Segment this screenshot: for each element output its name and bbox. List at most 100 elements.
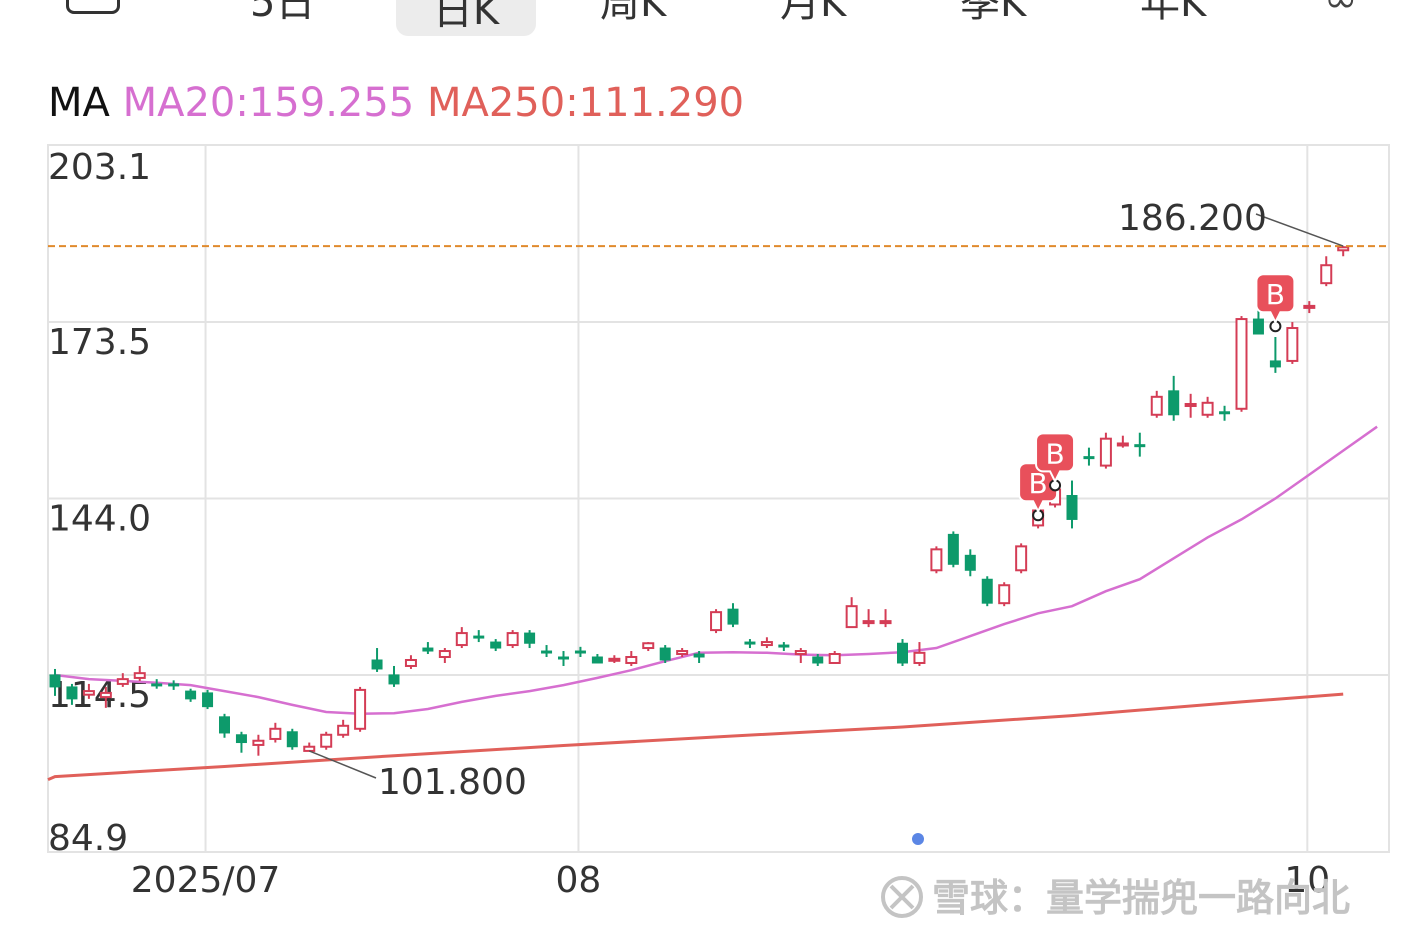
candle-body-up [1337, 246, 1350, 252]
candle-body-down [422, 647, 434, 652]
buy-marker: B [1018, 462, 1059, 522]
buy-marker-label: B [1028, 467, 1047, 500]
candle-body-down [473, 635, 485, 639]
candle-body-up [913, 651, 926, 664]
ma250-line-layer [47, 692, 1344, 781]
candle-body-up [794, 650, 807, 656]
high-annotation-leader [1255, 213, 1344, 247]
candle-body-up [1150, 395, 1163, 416]
crosshair-dot [912, 833, 924, 845]
candle-body-up [337, 724, 350, 736]
buy-marker: B [1035, 432, 1076, 492]
candle-body-down [371, 659, 383, 670]
buy-markers-layer: BBB [1018, 273, 1296, 522]
ma-legend: MA MA20:159.255 MA250:111.290 [48, 80, 744, 126]
candle-body-down [659, 647, 671, 661]
tab-quarterly-k[interactable]: 季K [960, 0, 1027, 26]
candle-body-up [1201, 401, 1214, 416]
candle-body-up [828, 653, 841, 664]
ma20-line-layer [54, 425, 1378, 716]
candle-body-down [981, 578, 993, 604]
candle-body-down [66, 686, 78, 700]
candle-body-up [404, 658, 417, 667]
candle-body-down [778, 644, 790, 648]
x-tick-label: 10 [1284, 860, 1330, 901]
x-tick-label: 08 [556, 860, 602, 901]
candle-body-down [574, 650, 586, 654]
candle-body-down [1066, 495, 1078, 520]
candle-body-down [1219, 411, 1231, 415]
candle-body-up [506, 632, 519, 647]
chart-grid [47, 144, 1390, 853]
candle-body-down [558, 656, 569, 660]
candle-body-down [490, 641, 502, 649]
candle-body-up [760, 641, 773, 647]
candle-body-down [286, 731, 298, 748]
tab-yearly-k[interactable]: 年K [1140, 0, 1207, 26]
settings-icon[interactable]: ∞ [1324, 0, 1357, 22]
ma250-line [47, 692, 1344, 781]
candles-layer [49, 246, 1350, 756]
low-annotation-leader [308, 750, 377, 779]
watermark-logo-mark [889, 884, 915, 910]
tab-5day[interactable]: 5日 [250, 0, 316, 26]
x-tick-label: 2025/07 [131, 860, 281, 901]
high-annotation-label: 186.200 [1118, 198, 1267, 239]
candle-body-down [219, 716, 230, 734]
buy-marker-badge [1255, 273, 1296, 325]
tab-daily-k[interactable]: 日K [396, 0, 536, 36]
candle-body-down [812, 656, 824, 664]
ma20-line [54, 425, 1378, 716]
candle-body-up [354, 688, 367, 730]
candle-body-down [964, 554, 976, 571]
buy-marker-badge [1035, 432, 1076, 484]
period-tabbar: 5日 日K 周K 月K 季K 年K ∞ [0, 0, 1424, 40]
candle-body-up [82, 690, 95, 696]
candle-body-up [625, 656, 638, 664]
candle-body-up [99, 691, 112, 699]
candle-body-up [608, 657, 621, 662]
candle-body-down [744, 641, 756, 645]
buy-marker: B [1255, 273, 1296, 333]
candle-body-down [524, 632, 536, 644]
candle-body-up [930, 548, 943, 572]
buy-marker-label: B [1045, 437, 1064, 470]
candle-body-up [862, 620, 875, 625]
candle-body-up [676, 650, 689, 656]
x-axis-ticks: 2025/07 08 10 [131, 860, 1330, 901]
candle-body-up [1286, 327, 1299, 362]
candle-body-down [185, 690, 197, 700]
candle-body-up [1303, 304, 1316, 309]
candle-body-up [1116, 442, 1129, 447]
candle-body-up [269, 727, 282, 740]
annotations-layer: 186.200 101.800 [308, 198, 1344, 803]
candle-body-down [591, 656, 603, 664]
tab-monthly-k[interactable]: 月K [780, 0, 847, 26]
candle-body-down [947, 533, 959, 565]
y-tick-label: 144.0 [48, 499, 151, 540]
candle-body-up [133, 672, 146, 679]
candle-body-up [1015, 545, 1028, 572]
candle-body-down [151, 683, 163, 687]
calendar-icon[interactable] [66, 0, 120, 14]
ma250-value: MA250:111.290 [426, 80, 745, 126]
y-tick-label: 203.1 [48, 147, 151, 188]
candle-body-down [897, 642, 908, 664]
candle-body-up [455, 632, 468, 647]
buy-marker-label: B [1266, 278, 1285, 311]
candle-body-up [1235, 318, 1248, 410]
candle-body-down [235, 734, 247, 744]
candle-body-up [252, 739, 265, 746]
ma-label: MA [48, 80, 110, 126]
candle-body-up [320, 733, 333, 748]
candle-body-up [438, 650, 451, 659]
y-tick-label: 84.9 [48, 818, 128, 859]
tab-weekly-k[interactable]: 周K [600, 0, 667, 26]
candle-body-up [710, 611, 723, 632]
candle-body-down [1083, 456, 1095, 460]
candle-body-up [879, 620, 892, 625]
candle-body-down [202, 692, 214, 708]
candle-body-up [642, 642, 655, 650]
candle-body-up [1184, 402, 1197, 407]
